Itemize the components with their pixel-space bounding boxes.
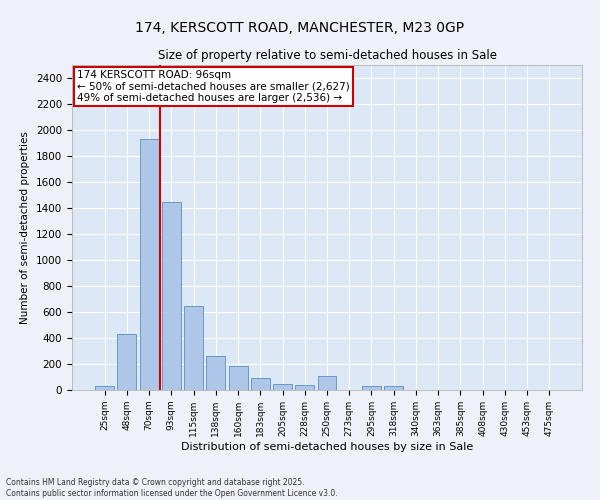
- Bar: [206, 356, 225, 390]
- Text: 174 KERSCOTT ROAD: 96sqm
← 50% of semi-detached houses are smaller (2,627)
49% o: 174 KERSCOTT ROAD: 96sqm ← 50% of semi-d…: [77, 70, 350, 103]
- Title: Size of property relative to semi-detached houses in Sale: Size of property relative to semi-detach…: [157, 50, 497, 62]
- Bar: [162, 202, 181, 390]
- Bar: [317, 376, 337, 390]
- Bar: [184, 306, 203, 390]
- Bar: [95, 386, 114, 390]
- Bar: [118, 334, 136, 390]
- Bar: [140, 139, 158, 390]
- Text: Contains HM Land Registry data © Crown copyright and database right 2025.
Contai: Contains HM Land Registry data © Crown c…: [6, 478, 338, 498]
- Bar: [384, 386, 403, 390]
- Bar: [362, 386, 381, 390]
- Bar: [229, 366, 248, 390]
- Bar: [251, 378, 270, 390]
- Y-axis label: Number of semi-detached properties: Number of semi-detached properties: [20, 131, 31, 324]
- Bar: [273, 384, 292, 390]
- Text: 174, KERSCOTT ROAD, MANCHESTER, M23 0GP: 174, KERSCOTT ROAD, MANCHESTER, M23 0GP: [136, 20, 464, 34]
- Bar: [295, 386, 314, 390]
- X-axis label: Distribution of semi-detached houses by size in Sale: Distribution of semi-detached houses by …: [181, 442, 473, 452]
